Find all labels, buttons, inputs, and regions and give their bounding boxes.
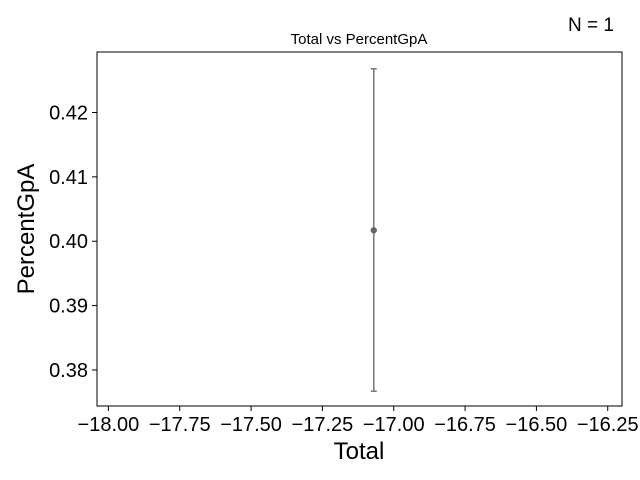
x-tick-label: −17.75: [149, 414, 211, 436]
sample-size-annotation: N = 1: [568, 15, 614, 36]
x-axis: −18.00 −17.75 −17.50 −17.25 −17.00 −16.75 −16.…: [78, 406, 639, 436]
y-axis: 0.38 0.39 0.40 0.41 0.42: [49, 103, 97, 382]
x-tick-label: −16.50: [506, 414, 568, 436]
x-tick-label: −16.75: [434, 414, 496, 436]
x-tick-label: −16.25: [577, 414, 639, 436]
plot-area: [96, 51, 623, 407]
y-tick-label: 0.41: [49, 167, 88, 189]
data-marks: [370, 67, 377, 392]
x-tick-label: −17.25: [292, 414, 354, 436]
y-tick-label: 0.38: [49, 360, 88, 382]
x-tick-label: −17.00: [363, 414, 425, 436]
y-tick-label: 0.40: [49, 231, 88, 253]
y-tick-label: 0.39: [49, 296, 88, 318]
x-tick-label: −17.50: [220, 414, 282, 436]
y-axis-label: PercentGpA: [13, 164, 40, 295]
data-point: [370, 227, 377, 234]
x-tick-label: −18.00: [78, 414, 140, 436]
y-tick-label: 0.42: [49, 103, 88, 125]
chart-title: Total vs PercentGpA: [291, 31, 428, 48]
x-axis-label: Total: [334, 438, 385, 465]
